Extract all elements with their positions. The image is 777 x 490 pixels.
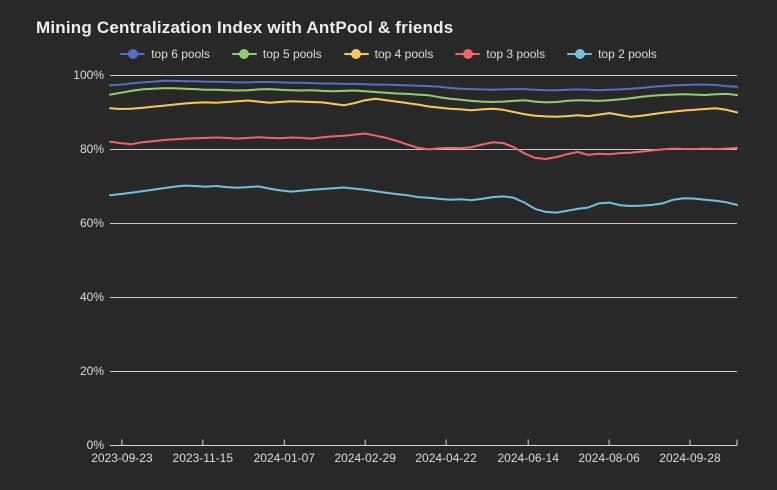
x-axis-label: 2024-01-07 — [253, 451, 315, 465]
y-axis-label: 100% — [73, 68, 104, 82]
y-axis-label: 40% — [79, 290, 104, 304]
x-axis-label: 2024-08-06 — [578, 451, 640, 465]
legend-item-label: top 3 pools — [486, 47, 546, 61]
legend-item-top-3-pools[interactable]: top 3 pools — [455, 47, 545, 61]
legend-item-label: top 2 pools — [598, 47, 657, 61]
x-axis-label: 2023-11-15 — [172, 451, 234, 465]
legend-item-top-6-pools[interactable]: top 6 pools — [120, 47, 210, 61]
series-line-top-4-pools[interactable] — [109, 97, 738, 118]
legend-line-dot-icon — [455, 49, 481, 59]
x-axis-label: 2024-06-14 — [497, 451, 559, 465]
y-axis-label: 20% — [79, 364, 104, 378]
series-line-top-6-pools[interactable] — [109, 79, 738, 92]
series-line-top-3-pools[interactable] — [109, 132, 738, 160]
y-axis-label: 60% — [79, 216, 104, 230]
legend-item-top-5-pools[interactable]: top 5 pools — [231, 47, 322, 61]
series-line-top-5-pools[interactable] — [109, 87, 738, 104]
legend-item-top-2-pools[interactable]: top 2 pools — [567, 47, 657, 61]
y-axis-label: 80% — [79, 142, 104, 156]
series-line-top-2-pools[interactable] — [109, 184, 738, 214]
y-axis-label: 0% — [86, 438, 104, 452]
x-axis-label: 2024-04-22 — [415, 451, 477, 465]
chart-title: Mining Centralization Index with AntPool… — [36, 18, 454, 37]
legend-item-top-4-pools[interactable]: top 4 pools — [343, 47, 434, 61]
legend-item-label: top 4 pools — [374, 47, 434, 61]
legend-line-dot-icon — [231, 49, 257, 59]
legend-item-label: top 5 pools — [262, 47, 322, 61]
legend-line-dot-icon — [343, 49, 369, 59]
legend-line-dot-icon — [567, 49, 593, 59]
legend-line-dot-icon — [120, 49, 146, 59]
legend: top 6 pools top 5 pools top 4 pools top 3 p… — [0, 47, 777, 61]
x-axis-label: 2023-09-23 — [91, 451, 153, 465]
legend-item-label: top 6 pools — [151, 47, 210, 61]
x-axis-label: 2024-09-28 — [659, 451, 721, 465]
x-axis-label: 2024-02-29 — [334, 451, 396, 465]
